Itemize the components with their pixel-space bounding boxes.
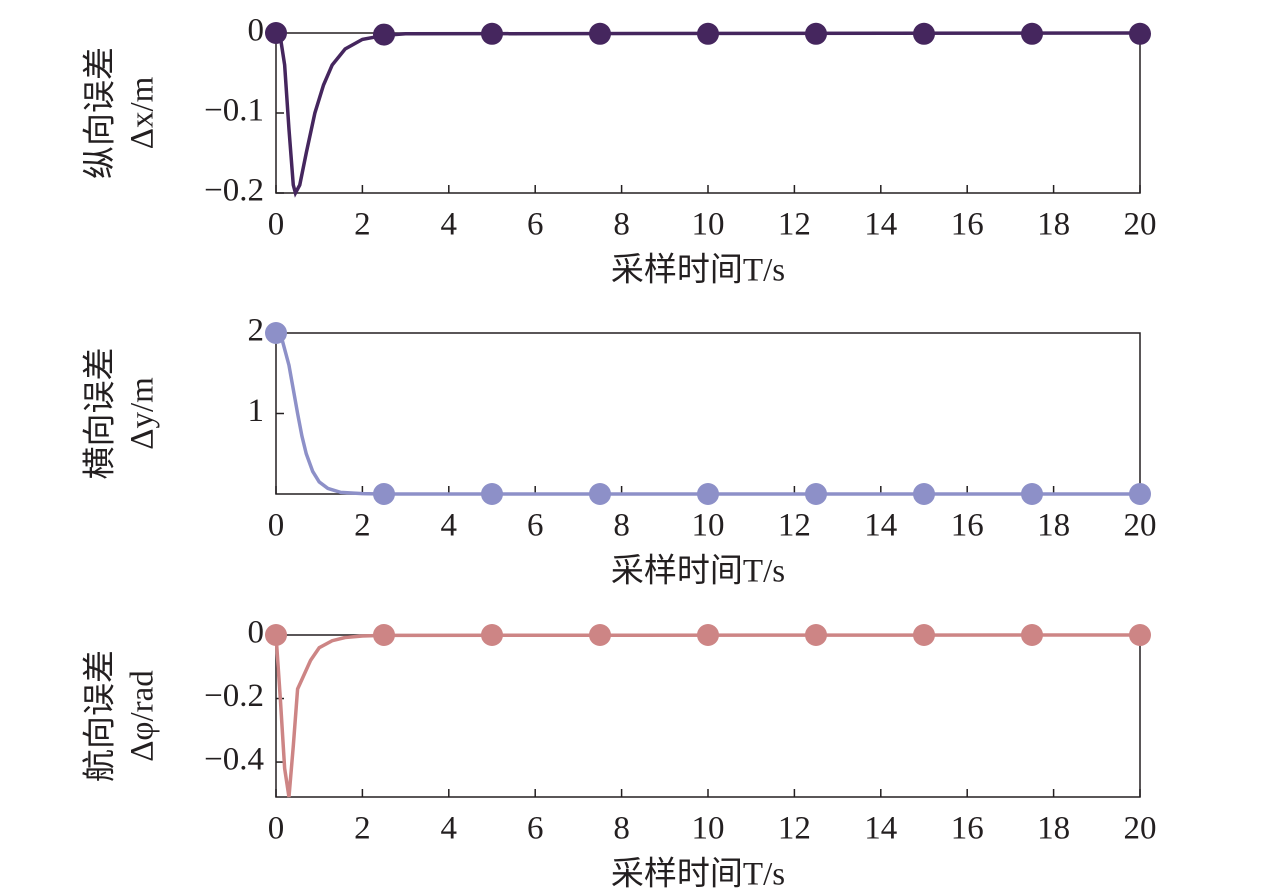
- axes-box: [275, 634, 1141, 798]
- x-tick-label: 10: [692, 811, 725, 847]
- marker: [265, 22, 287, 44]
- x-tick-label: 2: [354, 811, 371, 847]
- y-tick-label: −0.2: [204, 678, 264, 714]
- x-tick-label: 14: [864, 508, 897, 544]
- x-tick-label: 6: [527, 207, 544, 243]
- x-tick-label: 12: [778, 811, 811, 847]
- line: [274, 31, 1141, 198]
- line: [274, 633, 1141, 798]
- x-tick-label: 16: [951, 508, 984, 544]
- x-tick-label: 20: [1124, 811, 1157, 847]
- x-tick-label: 18: [1037, 508, 1070, 544]
- x-axis-label: 采样时间T/s: [611, 553, 785, 590]
- x-tick-label: 16: [951, 207, 984, 243]
- subplot: 0 2 4 6 8 10 12 14 16 18 20 −0.2 −0.1 0 采样时间T/s 纵向误差 Δx/…: [82, 13, 1157, 289]
- y-axis-label: 纵向误差: [82, 47, 119, 179]
- marker: [481, 624, 503, 646]
- x-tick-label: 16: [951, 811, 984, 847]
- marker: [697, 22, 719, 45]
- y-tick-label: −0.1: [204, 93, 264, 129]
- x-tick-label: 4: [441, 508, 458, 544]
- y-axis-label: Δx/m: [125, 76, 161, 149]
- y-axis-label: Δy/m: [125, 377, 161, 450]
- subplot: 0 2 4 6 8 10 12 14 16 18 20 −0.4 −0.2 0 采样时间T/s 航向误差 Δφ/…: [82, 615, 1157, 893]
- marker: [373, 624, 395, 646]
- x-tick-label: 2: [354, 508, 371, 544]
- marker: [589, 22, 611, 45]
- y-tick-label: 0: [248, 13, 265, 49]
- marker: [265, 322, 287, 344]
- marker: [265, 624, 287, 646]
- x-tick-label: 12: [778, 207, 811, 243]
- marker: [589, 483, 611, 505]
- marker: [1021, 483, 1043, 505]
- y-axis-label: 航向误差: [82, 650, 119, 782]
- marker: [1021, 624, 1043, 646]
- x-tick-label: 8: [613, 811, 630, 847]
- marker: [1129, 624, 1151, 646]
- marker: [481, 22, 503, 45]
- marker: [589, 624, 611, 646]
- x-tick-label: 10: [692, 508, 725, 544]
- marker: [373, 483, 395, 505]
- x-tick-label: 4: [441, 811, 458, 847]
- x-tick-label: 18: [1037, 207, 1070, 243]
- y-tick-label: −0.2: [204, 173, 264, 209]
- x-axis-label: 采样时间T/s: [611, 856, 785, 893]
- marker: [481, 483, 503, 505]
- marker: [697, 483, 719, 505]
- x-tick-label: 14: [864, 811, 897, 847]
- line: [274, 331, 1140, 496]
- x-tick-label: 20: [1124, 207, 1157, 243]
- x-tick-label: 12: [778, 508, 811, 544]
- marker: [1129, 483, 1151, 505]
- y-tick-label: 0: [248, 615, 265, 651]
- x-tick-label: 2: [354, 207, 371, 243]
- x-tick-label: 6: [527, 508, 544, 544]
- axes-box: [275, 332, 1141, 495]
- x-tick-label: 8: [613, 207, 630, 243]
- x-tick-label: 18: [1037, 811, 1070, 847]
- marker: [1021, 22, 1043, 45]
- y-tick-label: −0.4: [204, 742, 264, 778]
- marker: [805, 22, 827, 45]
- y-axis-label: 横向误差: [82, 348, 119, 480]
- x-axis-label: 采样时间T/s: [611, 252, 785, 289]
- axes-box: [275, 32, 1141, 194]
- marker: [913, 22, 935, 45]
- x-tick-label: 6: [527, 811, 544, 847]
- x-tick-label: 10: [692, 207, 725, 243]
- x-tick-label: 0: [268, 811, 285, 847]
- marker: [373, 23, 395, 46]
- x-tick-label: 4: [441, 207, 458, 243]
- marker: [1129, 22, 1151, 45]
- marker: [913, 483, 935, 505]
- x-tick-label: 8: [613, 508, 630, 544]
- x-tick-label: 14: [864, 207, 897, 243]
- y-tick-label: 1: [248, 393, 265, 429]
- marker: [913, 624, 935, 646]
- marker: [805, 624, 827, 646]
- marker: [805, 483, 827, 505]
- x-tick-label: 0: [268, 508, 285, 544]
- y-axis-label: Δφ/rad: [125, 670, 161, 762]
- marker: [697, 624, 719, 646]
- x-tick-label: 0: [268, 207, 285, 243]
- y-tick-label: 2: [248, 313, 265, 349]
- x-tick-label: 20: [1124, 508, 1157, 544]
